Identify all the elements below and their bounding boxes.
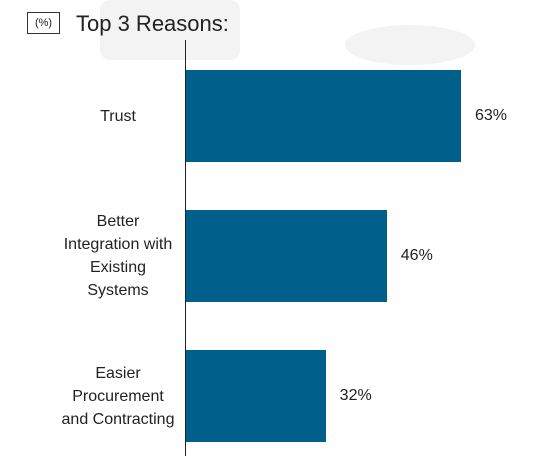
category-label: Trust bbox=[100, 107, 136, 125]
bar bbox=[186, 350, 326, 442]
chart-title: Top 3 Reasons: bbox=[76, 11, 229, 36]
bar bbox=[186, 210, 387, 302]
bar bbox=[186, 70, 461, 162]
background-illustration bbox=[100, 0, 240, 60]
background-illustration bbox=[345, 25, 475, 65]
axis-line bbox=[185, 40, 186, 456]
value-label: 32% bbox=[339, 387, 372, 404]
value-label: 63% bbox=[474, 107, 508, 124]
category-label: Easier Procurement and Contracting bbox=[61, 364, 175, 428]
unit-label: (%) bbox=[27, 12, 60, 34]
value-label: 46% bbox=[400, 247, 433, 264]
category-label: Better Integration with Existing Systems bbox=[63, 213, 173, 299]
